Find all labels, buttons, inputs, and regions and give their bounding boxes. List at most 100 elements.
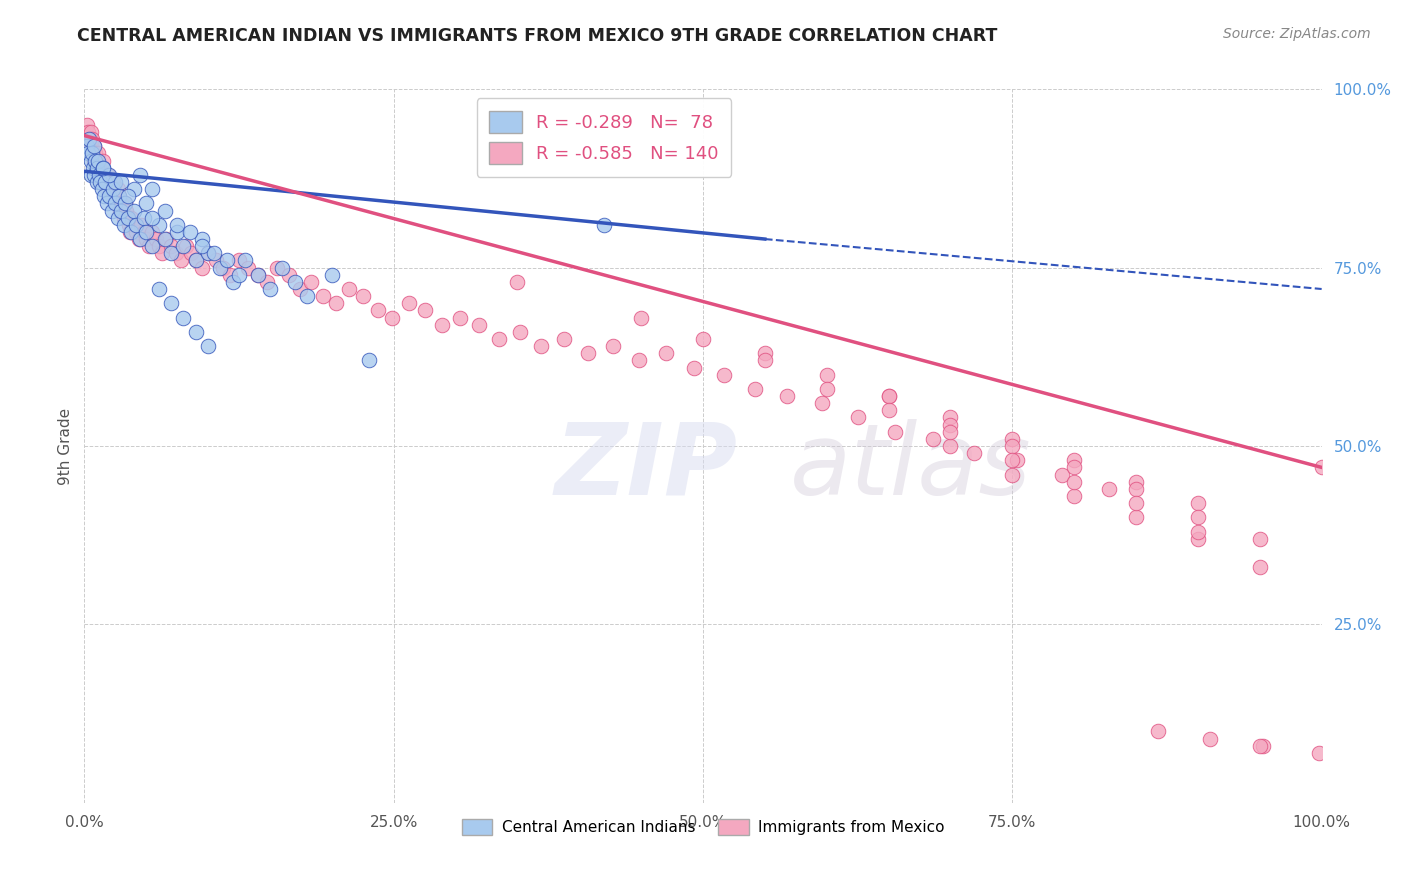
- Point: [94, 175, 117, 189]
- Point: [128, 232, 150, 246]
- Point: [602, 339, 624, 353]
- Point: [135, 232, 157, 246]
- Point: [299, 275, 322, 289]
- Point: [160, 246, 183, 260]
- Point: [212, 260, 235, 275]
- Point: [83, 153, 105, 168]
- Point: [125, 218, 148, 232]
- Point: [939, 439, 962, 453]
- Point: [172, 310, 194, 325]
- Point: [1125, 482, 1147, 496]
- Point: [1187, 510, 1209, 524]
- Point: [191, 260, 214, 275]
- Point: [79, 132, 101, 146]
- Point: [266, 260, 288, 275]
- Point: [86, 153, 108, 168]
- Point: [877, 403, 900, 417]
- Point: [120, 225, 142, 239]
- Point: [815, 368, 838, 382]
- Point: [593, 218, 616, 232]
- Point: [184, 253, 207, 268]
- Point: [107, 182, 129, 196]
- Point: [100, 189, 122, 203]
- Point: [111, 203, 134, 218]
- Point: [103, 182, 125, 196]
- Point: [184, 325, 207, 339]
- Point: [1001, 467, 1024, 482]
- Point: [312, 289, 335, 303]
- Point: [1063, 475, 1085, 489]
- Point: [91, 161, 114, 175]
- Point: [236, 260, 259, 275]
- Point: [107, 211, 129, 225]
- Point: [288, 282, 311, 296]
- Legend: Central American Indians, Immigrants from Mexico: Central American Indians, Immigrants fro…: [456, 814, 950, 841]
- Point: [98, 182, 121, 196]
- Point: [1253, 739, 1275, 753]
- Point: [488, 332, 510, 346]
- Point: [367, 303, 389, 318]
- Point: [104, 196, 127, 211]
- Point: [76, 139, 98, 153]
- Point: [1199, 731, 1222, 746]
- Point: [117, 211, 139, 225]
- Point: [141, 211, 163, 225]
- Point: [222, 275, 245, 289]
- Point: [93, 168, 115, 182]
- Point: [96, 196, 118, 211]
- Point: [939, 410, 962, 425]
- Point: [115, 203, 138, 218]
- Point: [776, 389, 799, 403]
- Point: [155, 232, 177, 246]
- Point: [413, 303, 436, 318]
- Point: [141, 225, 163, 239]
- Point: [77, 146, 100, 161]
- Point: [284, 275, 307, 289]
- Point: [877, 389, 900, 403]
- Point: [153, 203, 176, 218]
- Point: [76, 118, 98, 132]
- Point: [204, 253, 226, 268]
- Point: [112, 218, 135, 232]
- Point: [79, 153, 101, 168]
- Point: [246, 268, 269, 282]
- Point: [1310, 460, 1333, 475]
- Point: [110, 203, 132, 218]
- Point: [79, 132, 101, 146]
- Point: [122, 218, 145, 232]
- Point: [98, 175, 121, 189]
- Point: [754, 353, 776, 368]
- Point: [104, 189, 127, 203]
- Point: [77, 125, 100, 139]
- Point: [233, 253, 256, 268]
- Point: [553, 332, 575, 346]
- Point: [325, 296, 347, 310]
- Point: [1125, 475, 1147, 489]
- Point: [506, 275, 529, 289]
- Point: [810, 396, 832, 410]
- Point: [1001, 453, 1024, 467]
- Point: [219, 268, 242, 282]
- Point: [94, 175, 117, 189]
- Point: [79, 139, 101, 153]
- Point: [96, 182, 118, 196]
- Point: [117, 189, 139, 203]
- Point: [1063, 460, 1085, 475]
- Point: [1187, 496, 1209, 510]
- Point: [692, 332, 714, 346]
- Point: [170, 253, 193, 268]
- Point: [129, 218, 152, 232]
- Point: [468, 318, 491, 332]
- Point: [101, 182, 124, 196]
- Point: [120, 211, 142, 225]
- Point: [883, 425, 905, 439]
- Point: [86, 175, 108, 189]
- Point: [1187, 532, 1209, 546]
- Point: [104, 175, 127, 189]
- Point: [215, 253, 238, 268]
- Point: [90, 182, 112, 196]
- Point: [110, 175, 132, 189]
- Point: [337, 282, 360, 296]
- Text: ZIP: ZIP: [554, 419, 738, 516]
- Point: [1147, 724, 1170, 739]
